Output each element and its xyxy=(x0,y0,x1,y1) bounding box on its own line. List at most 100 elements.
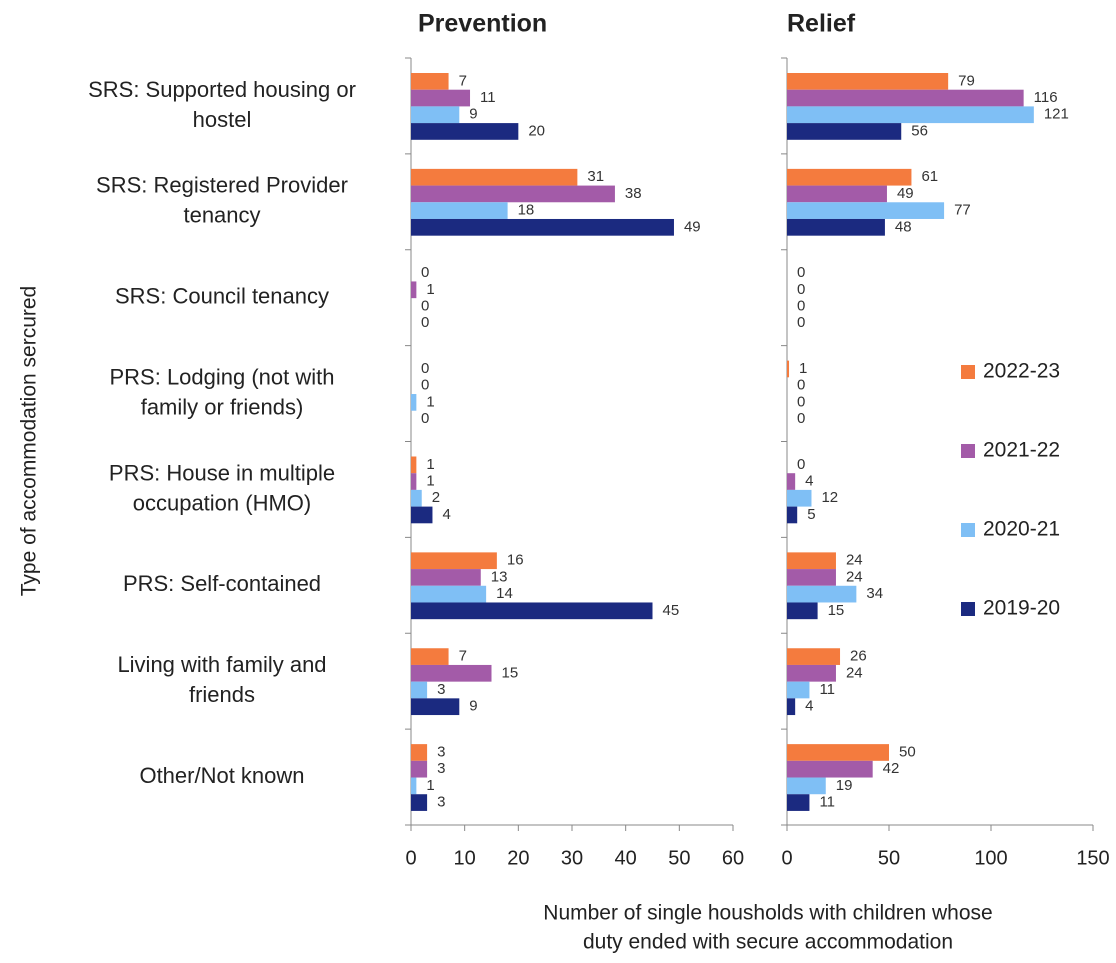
category-label: friends xyxy=(189,682,255,707)
x-axis-label: Number of single housholds with children… xyxy=(543,902,992,925)
value-label: 77 xyxy=(954,202,971,219)
bar xyxy=(411,760,428,778)
value-label: 11 xyxy=(819,794,835,811)
value-label: 45 xyxy=(663,602,680,619)
x-axis-label: duty ended with secure accommodation xyxy=(583,931,953,954)
bar xyxy=(411,585,487,603)
legend-swatch xyxy=(961,444,975,458)
bar xyxy=(787,473,796,490)
category-label: PRS: Lodging (not with xyxy=(109,364,334,389)
value-label: 56 xyxy=(911,122,928,139)
x-tick-label: 0 xyxy=(405,847,416,869)
value-label: 79 xyxy=(958,72,975,89)
x-tick-label: 30 xyxy=(561,847,583,869)
value-label: 5 xyxy=(807,506,815,523)
value-label: 15 xyxy=(502,664,519,681)
bar xyxy=(787,106,1034,124)
bar xyxy=(411,106,460,124)
value-label: 1 xyxy=(426,281,434,298)
bar xyxy=(787,185,887,203)
x-tick-label: 10 xyxy=(454,847,476,869)
bar xyxy=(411,506,433,524)
bar xyxy=(787,585,857,603)
legend-swatch xyxy=(961,602,975,616)
value-label: 0 xyxy=(421,377,429,394)
bar xyxy=(787,89,1024,107)
x-tick-label: 40 xyxy=(615,847,637,869)
value-label: 14 xyxy=(496,585,513,602)
bar xyxy=(787,218,885,236)
value-label: 0 xyxy=(421,410,429,427)
value-label: 13 xyxy=(491,568,508,585)
bar xyxy=(787,360,790,378)
panel-title: Relief xyxy=(787,10,856,38)
category-label: Living with family and xyxy=(117,652,326,677)
bar xyxy=(411,552,497,570)
bar xyxy=(787,123,902,140)
bar xyxy=(787,760,873,778)
value-label: 0 xyxy=(797,297,805,314)
value-label: 0 xyxy=(797,377,805,394)
value-label: 24 xyxy=(846,664,863,681)
bar xyxy=(411,281,417,299)
bar xyxy=(787,202,945,219)
legend-swatch xyxy=(961,365,975,379)
category-label: family or friends) xyxy=(141,394,304,419)
value-label: 34 xyxy=(866,585,883,602)
bar xyxy=(411,569,481,586)
x-tick-label: 150 xyxy=(1076,847,1109,869)
bar xyxy=(411,777,417,795)
value-label: 50 xyxy=(899,743,916,760)
bar xyxy=(787,681,810,699)
value-label: 4 xyxy=(805,698,813,715)
value-label: 20 xyxy=(528,122,545,139)
value-label: 18 xyxy=(518,202,535,219)
value-label: 26 xyxy=(850,648,867,665)
value-label: 1 xyxy=(426,456,434,473)
legend-label: 2020-21 xyxy=(983,518,1060,541)
value-label: 7 xyxy=(459,72,467,89)
bar xyxy=(411,794,428,811)
bar xyxy=(411,681,428,699)
value-label: 3 xyxy=(437,681,445,698)
category-label: tenancy xyxy=(183,203,260,228)
value-label: 1 xyxy=(426,393,434,410)
value-label: 121 xyxy=(1044,106,1069,123)
bar xyxy=(411,123,519,140)
value-label: 1 xyxy=(426,777,434,794)
value-label: 24 xyxy=(846,568,863,585)
value-label: 0 xyxy=(797,410,805,427)
bar xyxy=(411,89,471,107)
x-tick-label: 20 xyxy=(507,847,529,869)
value-label: 11 xyxy=(819,681,835,698)
category-label: PRS: Self-contained xyxy=(123,571,321,596)
value-label: 15 xyxy=(828,602,845,619)
bar xyxy=(787,744,889,761)
bar xyxy=(787,489,812,507)
value-label: 12 xyxy=(821,489,838,506)
value-label: 0 xyxy=(797,264,805,281)
category-label: occupation (HMO) xyxy=(133,490,312,515)
x-tick-label: 100 xyxy=(974,847,1007,869)
value-label: 9 xyxy=(469,698,477,715)
bar xyxy=(411,664,492,682)
category-label: SRS: Council tenancy xyxy=(115,284,329,309)
bar xyxy=(787,569,836,586)
value-label: 3 xyxy=(437,760,445,777)
bar xyxy=(787,698,796,716)
value-label: 16 xyxy=(507,552,524,569)
value-label: 49 xyxy=(897,185,914,202)
value-label: 0 xyxy=(421,360,429,377)
value-label: 4 xyxy=(805,473,813,490)
value-label: 116 xyxy=(1034,89,1058,106)
category-label: SRS: Registered Provider xyxy=(96,173,348,198)
value-label: 4 xyxy=(442,506,450,523)
value-label: 1 xyxy=(426,473,434,490)
bar xyxy=(787,777,826,795)
bar xyxy=(787,794,810,811)
value-label: 11 xyxy=(480,89,496,106)
bar xyxy=(411,744,428,761)
category-label: SRS: Supported housing or xyxy=(88,77,356,102)
value-label: 49 xyxy=(684,218,701,235)
